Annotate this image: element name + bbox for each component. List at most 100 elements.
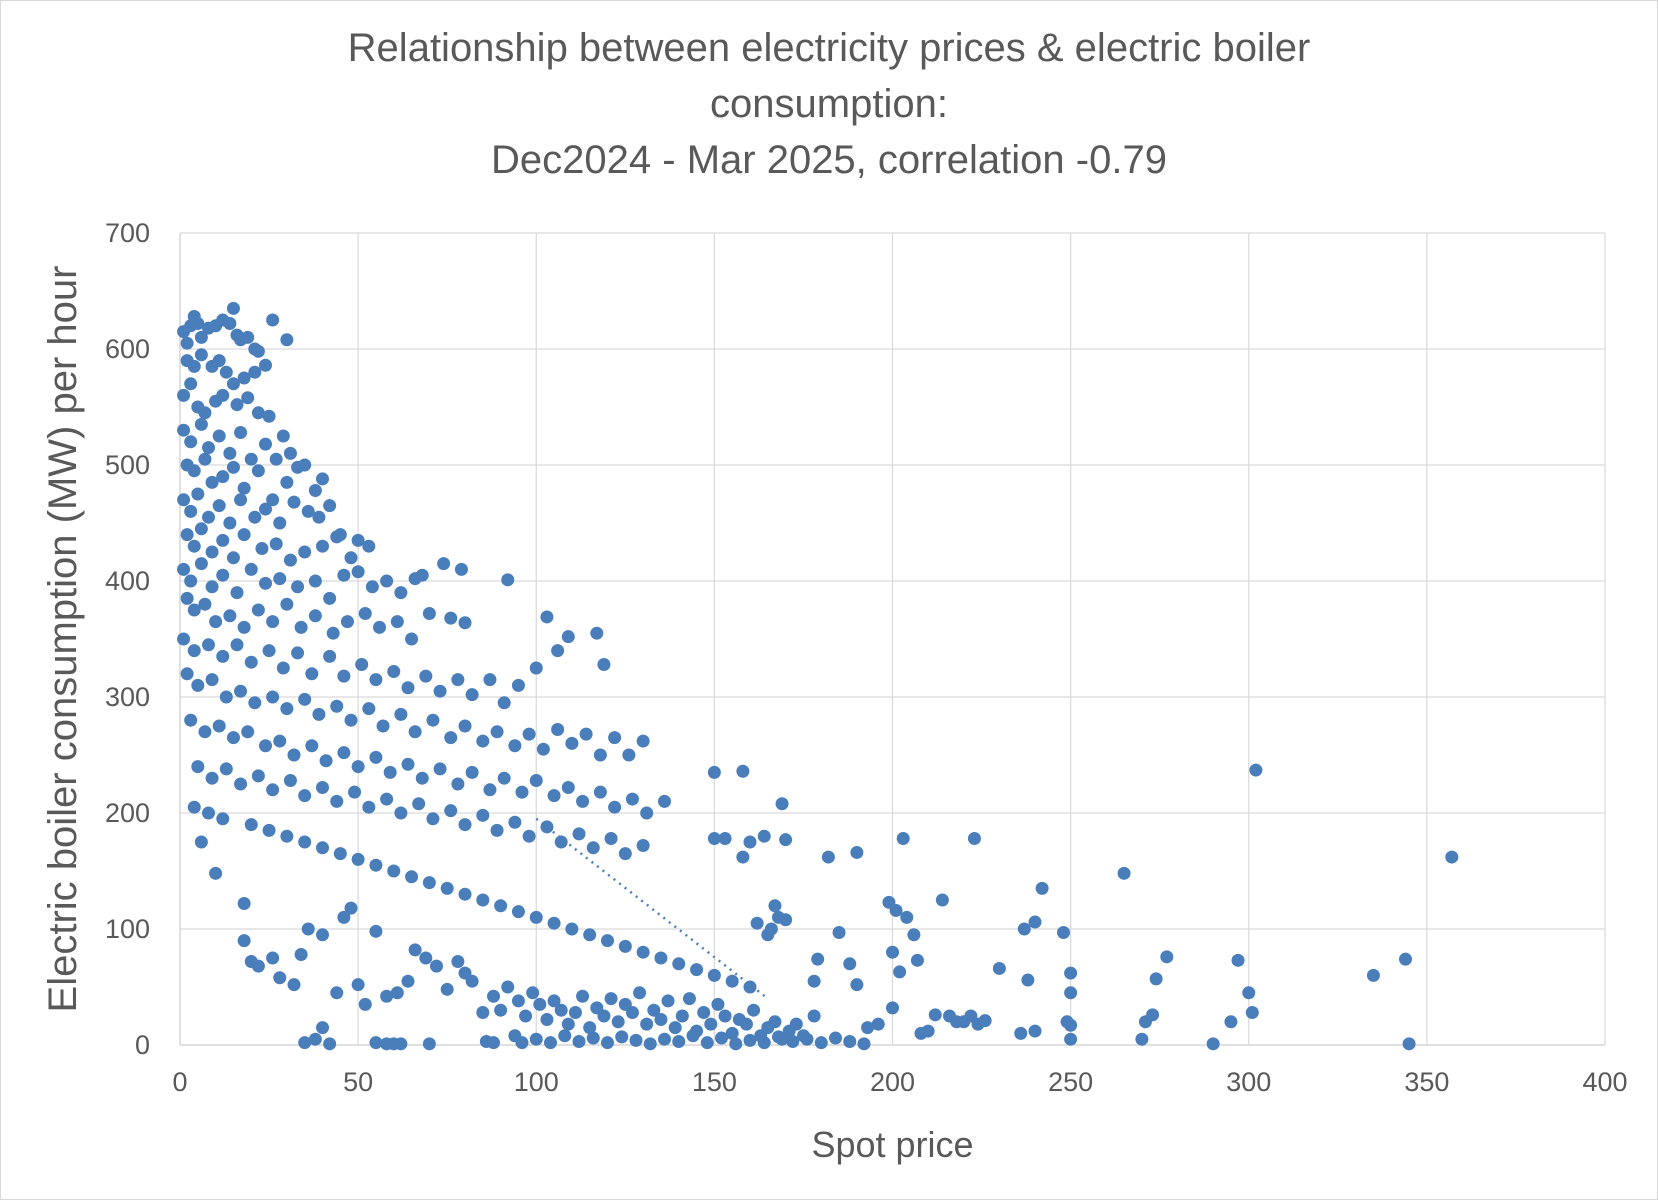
data-point xyxy=(412,797,426,811)
data-point xyxy=(1160,950,1174,964)
data-point xyxy=(337,568,351,582)
data-point xyxy=(194,522,208,536)
data-point xyxy=(194,835,208,849)
data-point xyxy=(814,1036,828,1050)
data-point xyxy=(330,986,344,1000)
data-point xyxy=(636,734,650,748)
data-point xyxy=(476,808,490,822)
data-point xyxy=(280,597,294,611)
data-point xyxy=(886,945,899,959)
data-point xyxy=(661,994,675,1008)
data-point xyxy=(700,1036,714,1050)
data-point xyxy=(597,1009,611,1023)
data-point xyxy=(262,644,276,658)
data-point xyxy=(212,429,226,443)
data-point xyxy=(522,727,536,741)
data-point xyxy=(551,722,565,736)
data-point xyxy=(743,980,757,994)
data-point xyxy=(672,957,686,971)
data-point xyxy=(1224,1015,1238,1029)
data-point xyxy=(451,777,465,791)
data-point xyxy=(772,1030,785,1044)
data-point xyxy=(604,832,618,846)
data-point xyxy=(216,649,230,663)
data-point xyxy=(234,493,248,507)
data-point xyxy=(433,684,447,698)
data-point xyxy=(316,1021,329,1035)
data-point xyxy=(237,934,251,948)
data-point xyxy=(967,832,981,846)
data-point xyxy=(298,789,312,803)
data-point xyxy=(294,620,308,634)
data-point xyxy=(251,959,265,973)
data-point xyxy=(226,301,240,315)
data-point xyxy=(554,1003,568,1017)
y-tick-label: 700 xyxy=(105,218,150,248)
data-point xyxy=(337,910,351,924)
data-point xyxy=(672,1035,686,1049)
data-point xyxy=(194,330,208,344)
data-point xyxy=(558,1029,572,1043)
data-point xyxy=(511,994,525,1008)
data-point xyxy=(561,1017,575,1031)
data-point xyxy=(212,354,226,368)
data-point xyxy=(226,551,240,565)
data-point xyxy=(458,887,472,901)
data-point xyxy=(515,785,529,799)
data-point xyxy=(298,1036,312,1050)
data-point xyxy=(177,632,191,646)
data-point xyxy=(497,771,511,785)
data-point xyxy=(202,441,215,455)
data-point xyxy=(843,1035,857,1049)
data-point xyxy=(529,774,543,788)
data-point xyxy=(405,870,419,884)
data-point xyxy=(465,688,479,702)
trendline-segment xyxy=(535,817,769,1000)
data-point xyxy=(476,893,490,907)
data-point xyxy=(871,1017,885,1031)
data-point xyxy=(276,661,290,675)
trendline xyxy=(535,817,769,1000)
data-point xyxy=(348,785,362,799)
data-point xyxy=(180,336,194,350)
data-point xyxy=(248,510,262,524)
data-point xyxy=(540,610,554,624)
data-point xyxy=(697,1006,711,1020)
data-point xyxy=(202,510,215,524)
data-point xyxy=(775,797,789,811)
data-point xyxy=(266,690,280,704)
data-point xyxy=(180,667,194,681)
data-point xyxy=(209,866,223,880)
data-point xyxy=(565,736,579,750)
data-point xyxy=(259,358,272,372)
data-point xyxy=(369,1036,383,1050)
data-point xyxy=(643,1037,657,1051)
data-point xyxy=(408,943,422,957)
data-point xyxy=(216,470,230,484)
data-point xyxy=(789,1017,803,1031)
data-point xyxy=(198,597,212,611)
data-point xyxy=(921,1024,935,1038)
data-point xyxy=(704,1017,718,1031)
gridlines xyxy=(179,232,1606,1046)
data-point xyxy=(184,377,198,391)
data-point xyxy=(501,980,515,994)
data-point xyxy=(273,734,287,748)
data-point xyxy=(251,464,265,478)
data-point xyxy=(319,754,333,768)
data-point xyxy=(316,928,329,942)
data-point xyxy=(889,903,903,917)
data-point xyxy=(237,620,251,634)
data-point xyxy=(893,965,907,979)
data-point xyxy=(907,928,921,942)
data-point xyxy=(184,574,198,588)
data-point xyxy=(184,504,198,518)
data-point xyxy=(572,827,586,841)
data-point xyxy=(216,812,230,826)
data-point xyxy=(540,820,554,834)
data-point xyxy=(187,800,201,814)
data-point xyxy=(807,974,821,988)
data-point xyxy=(387,664,401,678)
data-point xyxy=(351,533,365,547)
